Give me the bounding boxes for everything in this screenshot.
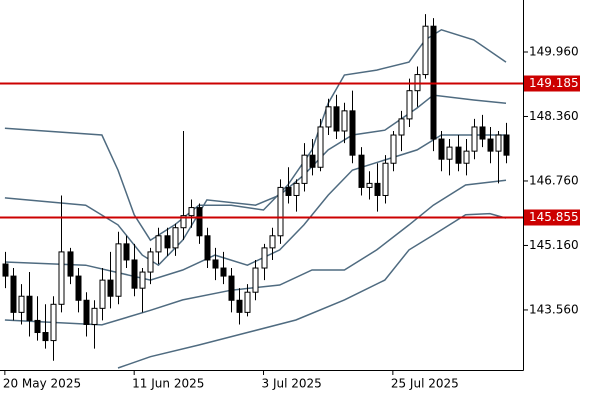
candle-body bbox=[341, 110, 348, 132]
candle-body bbox=[471, 126, 478, 152]
candle-body bbox=[244, 291, 251, 313]
candle-body bbox=[34, 319, 41, 334]
candle-body bbox=[131, 259, 138, 289]
candle-body bbox=[479, 126, 486, 140]
candle-body bbox=[50, 303, 57, 342]
candle-body bbox=[99, 279, 106, 309]
candle-body bbox=[358, 154, 365, 188]
y-tick-label: 148.360 bbox=[529, 109, 579, 123]
candle-body bbox=[463, 150, 470, 164]
candle-body bbox=[455, 146, 462, 164]
candle-body bbox=[406, 90, 413, 120]
x-tick-label: 20 May 2025 bbox=[3, 377, 81, 391]
candle-body bbox=[196, 207, 203, 237]
candle-body bbox=[212, 259, 219, 269]
candle-body bbox=[333, 106, 340, 132]
y-tick-label: 149.960 bbox=[529, 44, 579, 58]
candle-body bbox=[349, 110, 356, 156]
candle-body bbox=[422, 25, 429, 76]
y-tick-label: 145.160 bbox=[529, 238, 579, 252]
candle-body bbox=[164, 235, 171, 249]
candle-body bbox=[325, 106, 332, 128]
candle-body bbox=[58, 251, 65, 305]
level-label: 149.185 bbox=[529, 76, 579, 90]
candle-body bbox=[2, 263, 9, 277]
candle-body bbox=[123, 243, 130, 261]
level-label-box bbox=[524, 75, 580, 92]
candle-body bbox=[398, 118, 405, 136]
band-line bbox=[4, 179, 507, 326]
candle-body bbox=[67, 251, 74, 277]
candle-body bbox=[188, 207, 195, 217]
x-tick-label: 3 Jul 2025 bbox=[262, 377, 322, 391]
candle-body bbox=[317, 126, 324, 168]
level-label-box bbox=[524, 209, 580, 226]
candle-body bbox=[487, 138, 494, 152]
candle-body bbox=[374, 182, 381, 196]
x-tick-label: 11 Jun 2025 bbox=[132, 377, 204, 391]
candle-body bbox=[503, 134, 510, 156]
candle-body bbox=[293, 182, 300, 196]
candle-body bbox=[91, 307, 98, 325]
candle-body bbox=[75, 275, 82, 301]
candle-body bbox=[285, 186, 292, 196]
candle-body bbox=[236, 299, 243, 313]
candle-body bbox=[155, 235, 162, 253]
candle-body bbox=[390, 134, 397, 164]
y-tick-label: 146.760 bbox=[529, 173, 579, 187]
candle-body bbox=[301, 154, 308, 184]
candle-body bbox=[446, 146, 453, 160]
candle-body bbox=[83, 299, 90, 325]
candle-body bbox=[382, 162, 389, 196]
candle-body bbox=[147, 251, 154, 273]
candle-body bbox=[42, 332, 49, 342]
candle-body bbox=[495, 134, 502, 152]
band-line bbox=[117, 212, 507, 369]
candle-body bbox=[139, 271, 146, 289]
x-tick-label: 25 Jul 2025 bbox=[391, 377, 459, 391]
candle-body bbox=[438, 138, 445, 160]
candle-body bbox=[10, 275, 17, 313]
candle-body bbox=[366, 182, 373, 188]
candle-body bbox=[220, 267, 227, 277]
band-line bbox=[4, 134, 506, 281]
candle-body bbox=[26, 295, 33, 321]
candle-body bbox=[309, 154, 316, 168]
candle-body bbox=[115, 243, 122, 297]
candle-body bbox=[172, 227, 179, 249]
candle-body bbox=[18, 295, 25, 313]
level-label: 145.855 bbox=[529, 210, 579, 224]
candle-body bbox=[261, 247, 268, 269]
candle-body bbox=[107, 279, 114, 297]
candle-body bbox=[252, 267, 259, 293]
candle-body bbox=[228, 275, 235, 301]
candle-body bbox=[204, 235, 211, 261]
y-tick-label: 143.560 bbox=[529, 302, 579, 316]
candle-body bbox=[180, 215, 187, 229]
candle-body bbox=[277, 186, 284, 237]
candle-body bbox=[269, 235, 276, 249]
